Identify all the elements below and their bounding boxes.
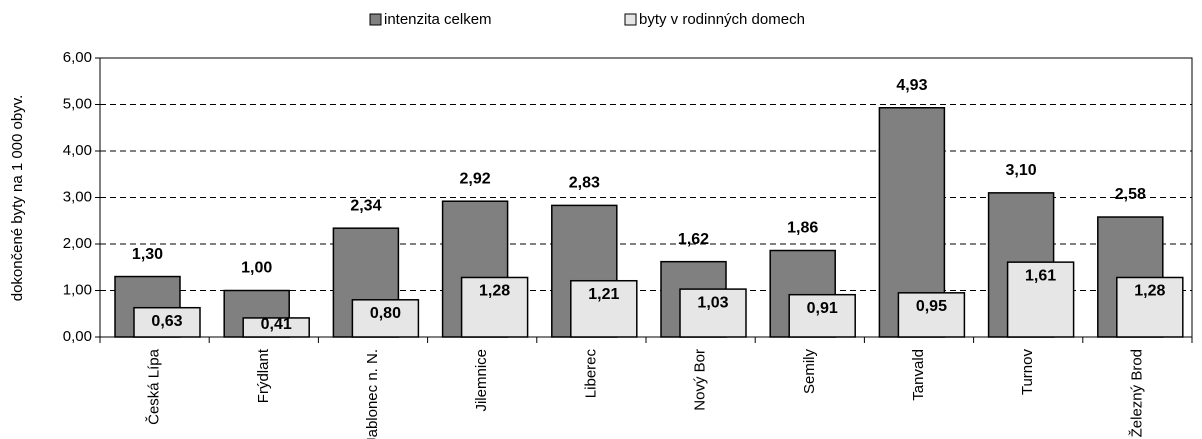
bar <box>460 276 529 338</box>
x-tick-label: Jablonec n. N. <box>364 349 381 439</box>
legend-swatch <box>369 13 382 26</box>
x-tick-label: Turnov <box>1019 349 1036 396</box>
value-label: 1,00 <box>241 260 272 277</box>
bar <box>133 306 201 338</box>
x-tick-label: Nový Bor <box>692 349 709 411</box>
y-tick-label: 5,00 <box>63 95 92 112</box>
x-tick-label: Semily <box>801 349 818 395</box>
y-tick-label: 2,00 <box>63 235 92 252</box>
x-tick-label: Česká Lípa <box>146 348 163 425</box>
y-tick-label: 0,00 <box>63 328 92 345</box>
bar <box>897 292 966 338</box>
legend-label: byty v rodinných domech <box>639 11 805 28</box>
value-label: 1,28 <box>479 283 510 300</box>
bar <box>1116 276 1184 338</box>
bar <box>1006 261 1075 338</box>
legend-swatch <box>624 13 637 26</box>
value-label: 1,30 <box>132 246 163 263</box>
value-label: 1,62 <box>678 231 709 248</box>
value-label: 0,91 <box>807 300 838 317</box>
y-tick-label: 3,00 <box>63 188 92 205</box>
y-tick-label: 6,00 <box>63 49 92 66</box>
x-tick-label: Frýdlant <box>255 348 272 403</box>
bar <box>242 317 310 338</box>
bar <box>788 293 856 338</box>
value-label: 2,58 <box>1115 186 1146 203</box>
value-label: 0,80 <box>370 305 401 322</box>
value-label: 1,03 <box>697 294 728 311</box>
x-tick-label: Tanvald <box>910 349 927 401</box>
value-label: 1,86 <box>787 220 818 237</box>
bar <box>570 279 638 338</box>
legend-label: intenzita celkem <box>384 11 492 28</box>
value-label: 0,63 <box>151 313 182 330</box>
y-tick-label: 4,00 <box>63 142 92 159</box>
value-label: 0,41 <box>261 316 292 333</box>
value-label: 2,83 <box>569 175 600 192</box>
value-label: 1,21 <box>588 286 619 303</box>
x-tick-label: Liberec <box>582 349 599 399</box>
value-label: 2,34 <box>350 197 381 214</box>
x-tick-label: Jilemnice <box>473 349 490 412</box>
bar <box>679 288 747 338</box>
x-tick-label: Železný Brod <box>1128 349 1145 437</box>
value-label: 1,61 <box>1025 267 1056 284</box>
bar <box>351 299 420 338</box>
value-label: 3,10 <box>1006 162 1037 179</box>
value-label: 2,92 <box>460 170 491 187</box>
value-label: 0,95 <box>916 298 947 315</box>
y-axis-label: dokončené byty na 1 000 obyv. <box>9 95 26 302</box>
y-tick-label: 1,00 <box>63 281 92 298</box>
value-label: 1,28 <box>1134 283 1165 300</box>
value-label: 4,93 <box>896 77 927 94</box>
